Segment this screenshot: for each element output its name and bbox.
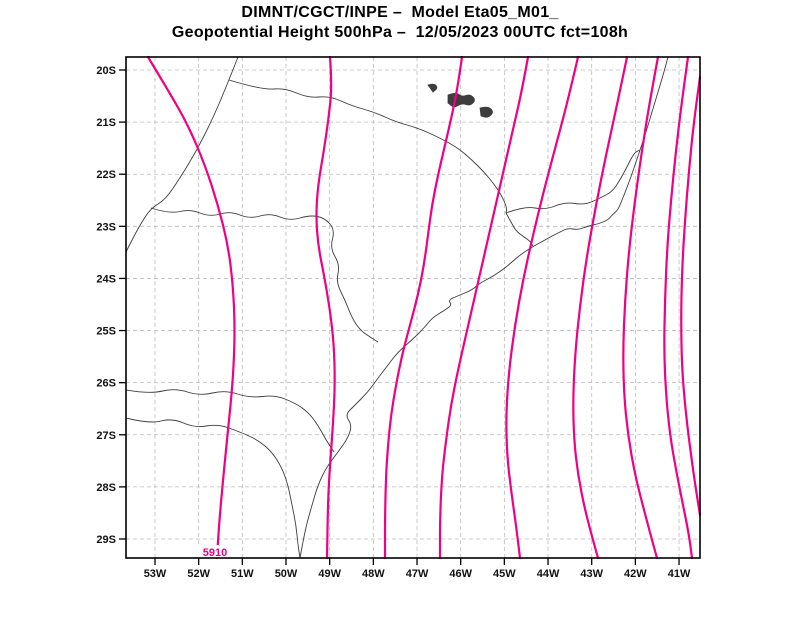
contour-line-8 xyxy=(663,55,694,560)
y-axis-tick-label: 29S xyxy=(96,534,116,546)
contour-label-mask xyxy=(196,545,234,558)
contour-line-3 xyxy=(383,55,464,560)
pr-sc-border xyxy=(125,389,335,453)
coastline xyxy=(299,56,669,559)
y-axis-tick-label: 22S xyxy=(96,169,116,181)
y-axis-tick-label: 21S xyxy=(96,117,116,129)
chart-title-line-2: Geopotential Height 500hPa – 12/05/2023 … xyxy=(171,24,629,41)
contour-line-7 xyxy=(622,55,660,560)
x-axis-tick-label: 50W xyxy=(275,568,298,580)
contour-line-5 xyxy=(505,55,580,560)
y-axis-tick-label: 24S xyxy=(96,273,116,285)
rio-grande-border xyxy=(228,79,508,214)
x-axis-tick-label: 53W xyxy=(144,568,167,580)
x-axis-tick-label: 45W xyxy=(493,568,516,580)
chart-title-line-1: DIMNT/CGCT/INPE – Model Eta05_M01_ xyxy=(241,4,559,21)
y-axis-tick-label: 26S xyxy=(96,378,116,390)
x-axis-tick-label: 47W xyxy=(406,568,429,580)
y-axis-tick-label: 27S xyxy=(96,430,116,442)
contour-line-1 xyxy=(146,55,236,560)
plot-border xyxy=(125,56,701,559)
reservoir-shape-2 xyxy=(479,106,493,118)
sp-rj-border xyxy=(505,212,534,247)
contour-line-9 xyxy=(680,75,702,517)
x-axis-tick-label: 41W xyxy=(668,568,691,580)
contour-line-2 xyxy=(315,55,336,560)
x-axis-tick-label: 43W xyxy=(580,568,603,580)
contour-value-label: 5910 xyxy=(203,547,227,559)
paranapanema-border xyxy=(150,207,379,343)
reservoir-shape-3 xyxy=(427,83,438,93)
x-axis-tick-label: 48W xyxy=(362,568,385,580)
x-axis-tick-label: 51W xyxy=(231,568,254,580)
x-axis-tick-label: 49W xyxy=(318,568,341,580)
y-axis-tick-label: 20S xyxy=(96,65,116,77)
contour-line-6 xyxy=(572,55,629,560)
mg-rj-border xyxy=(505,149,641,214)
parana-river-border xyxy=(125,56,239,253)
y-axis-tick-label: 23S xyxy=(96,221,116,233)
x-axis-tick-label: 52W xyxy=(187,568,210,580)
y-axis-tick-label: 28S xyxy=(96,482,116,494)
sc-rs-border xyxy=(125,417,301,559)
x-axis-tick-label: 42W xyxy=(624,568,647,580)
reservoir-shape-1 xyxy=(447,92,475,108)
contour-line-4 xyxy=(438,55,530,560)
y-axis-tick-label: 25S xyxy=(96,326,116,338)
x-axis-tick-label: 44W xyxy=(537,568,560,580)
x-axis-tick-label: 46W xyxy=(449,568,472,580)
